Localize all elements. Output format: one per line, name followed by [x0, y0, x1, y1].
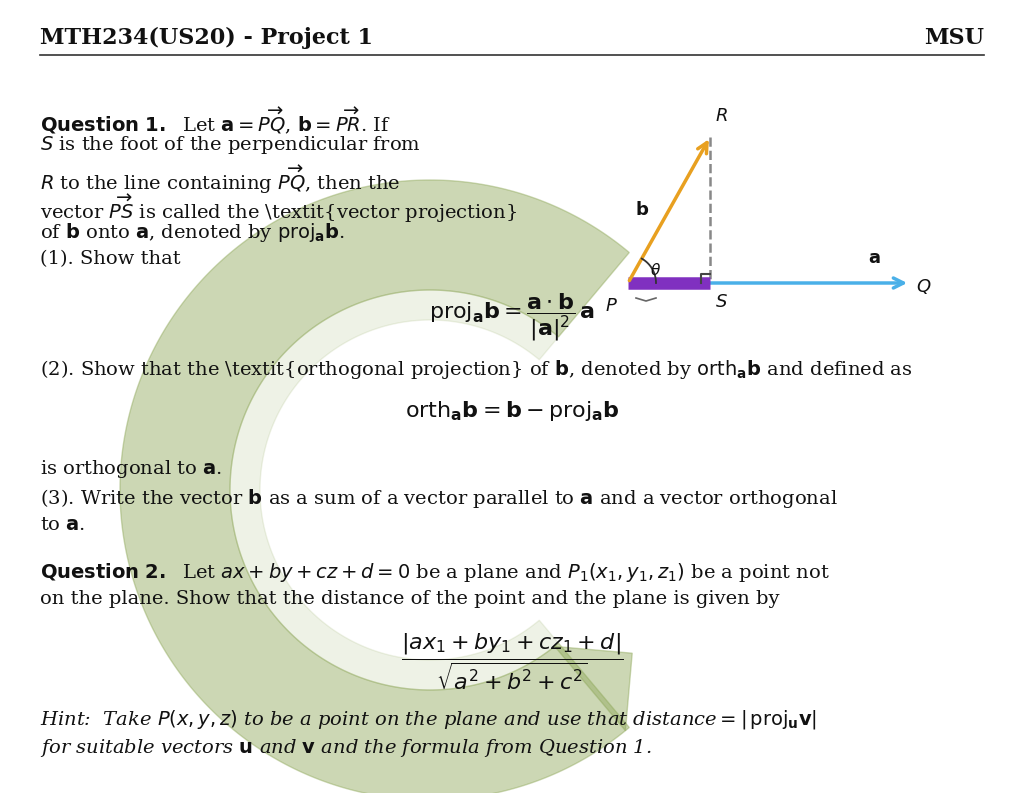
Text: $\theta$: $\theta$ — [650, 262, 662, 278]
Polygon shape — [120, 180, 630, 793]
Text: Hint:  Take $P(x, y, z)$ to be a point on the plane and use that distance$= |\,\: Hint: Take $P(x, y, z)$ to be a point on… — [40, 708, 817, 731]
Polygon shape — [555, 646, 632, 730]
Text: MSU: MSU — [924, 27, 984, 49]
Text: $R$ to the line containing $\overrightarrow{PQ}$, then the: $R$ to the line containing $\overrightar… — [40, 163, 400, 196]
Text: $Q$: $Q$ — [916, 277, 932, 296]
Text: vector $\overrightarrow{PS}$ is called the \textit{vector projection}: vector $\overrightarrow{PS}$ is called t… — [40, 192, 517, 224]
Text: (1). Show that: (1). Show that — [40, 250, 180, 268]
Text: $\dfrac{|ax_1 + by_1 + cz_1 + d|}{\sqrt{a^2 + b^2 + c^2}}$: $\dfrac{|ax_1 + by_1 + cz_1 + d|}{\sqrt{… — [400, 631, 624, 691]
Text: $\mathbf{a}$: $\mathbf{a}$ — [868, 249, 881, 267]
Text: (3). Write the vector $\mathbf{b}$ as a sum of a vector parallel to $\mathbf{a}$: (3). Write the vector $\mathbf{b}$ as a … — [40, 487, 838, 510]
Text: for suitable vectors $\mathbf{u}$ and $\mathbf{v}$ and the formula from Question: for suitable vectors $\mathbf{u}$ and $\… — [40, 737, 651, 759]
Text: $S$: $S$ — [715, 293, 728, 311]
Text: $P$: $P$ — [605, 297, 618, 315]
Text: $\mathbf{Question\ 1.}$  Let $\mathbf{a} = \overrightarrow{PQ}$, $\mathbf{b} = \: $\mathbf{Question\ 1.}$ Let $\mathbf{a} … — [40, 105, 391, 136]
Text: $\mathrm{orth}_{\mathbf{a}}\mathbf{b} = \mathbf{b} - \mathrm{proj}_{\mathbf{a}}\: $\mathrm{orth}_{\mathbf{a}}\mathbf{b} = … — [404, 399, 620, 423]
Text: on the plane. Show that the distance of the point and the plane is given by: on the plane. Show that the distance of … — [40, 590, 779, 608]
Text: (2). Show that the \textit{orthogonal projection} of $\mathbf{b}$, denoted by $\: (2). Show that the \textit{orthogonal pr… — [40, 358, 912, 381]
Text: $\mathbf{Question\ 2.}$  Let $ax + by + cz + d = 0$ be a plane and $P_1(x_1, y_1: $\mathbf{Question\ 2.}$ Let $ax + by + c… — [40, 561, 829, 584]
Polygon shape — [230, 290, 558, 690]
Text: is orthogonal to $\mathbf{a}$.: is orthogonal to $\mathbf{a}$. — [40, 458, 222, 480]
Text: $S$ is the foot of the perpendicular from: $S$ is the foot of the perpendicular fro… — [40, 134, 421, 156]
Text: MTH234(US20) - Project 1: MTH234(US20) - Project 1 — [40, 27, 373, 49]
Text: $\mathrm{proj}_{\mathbf{a}}\mathbf{b} = \dfrac{\mathbf{a} \cdot \mathbf{b}}{|\ma: $\mathrm{proj}_{\mathbf{a}}\mathbf{b} = … — [429, 291, 595, 343]
Text: to $\mathbf{a}$.: to $\mathbf{a}$. — [40, 516, 85, 534]
Text: of $\mathbf{b}$ onto $\mathbf{a}$, denoted by $\mathrm{proj}_{\mathbf{a}}\mathbf: of $\mathbf{b}$ onto $\mathbf{a}$, denot… — [40, 221, 345, 244]
Text: $R$: $R$ — [715, 107, 728, 125]
Text: $\mathbf{b}$: $\mathbf{b}$ — [635, 201, 649, 219]
